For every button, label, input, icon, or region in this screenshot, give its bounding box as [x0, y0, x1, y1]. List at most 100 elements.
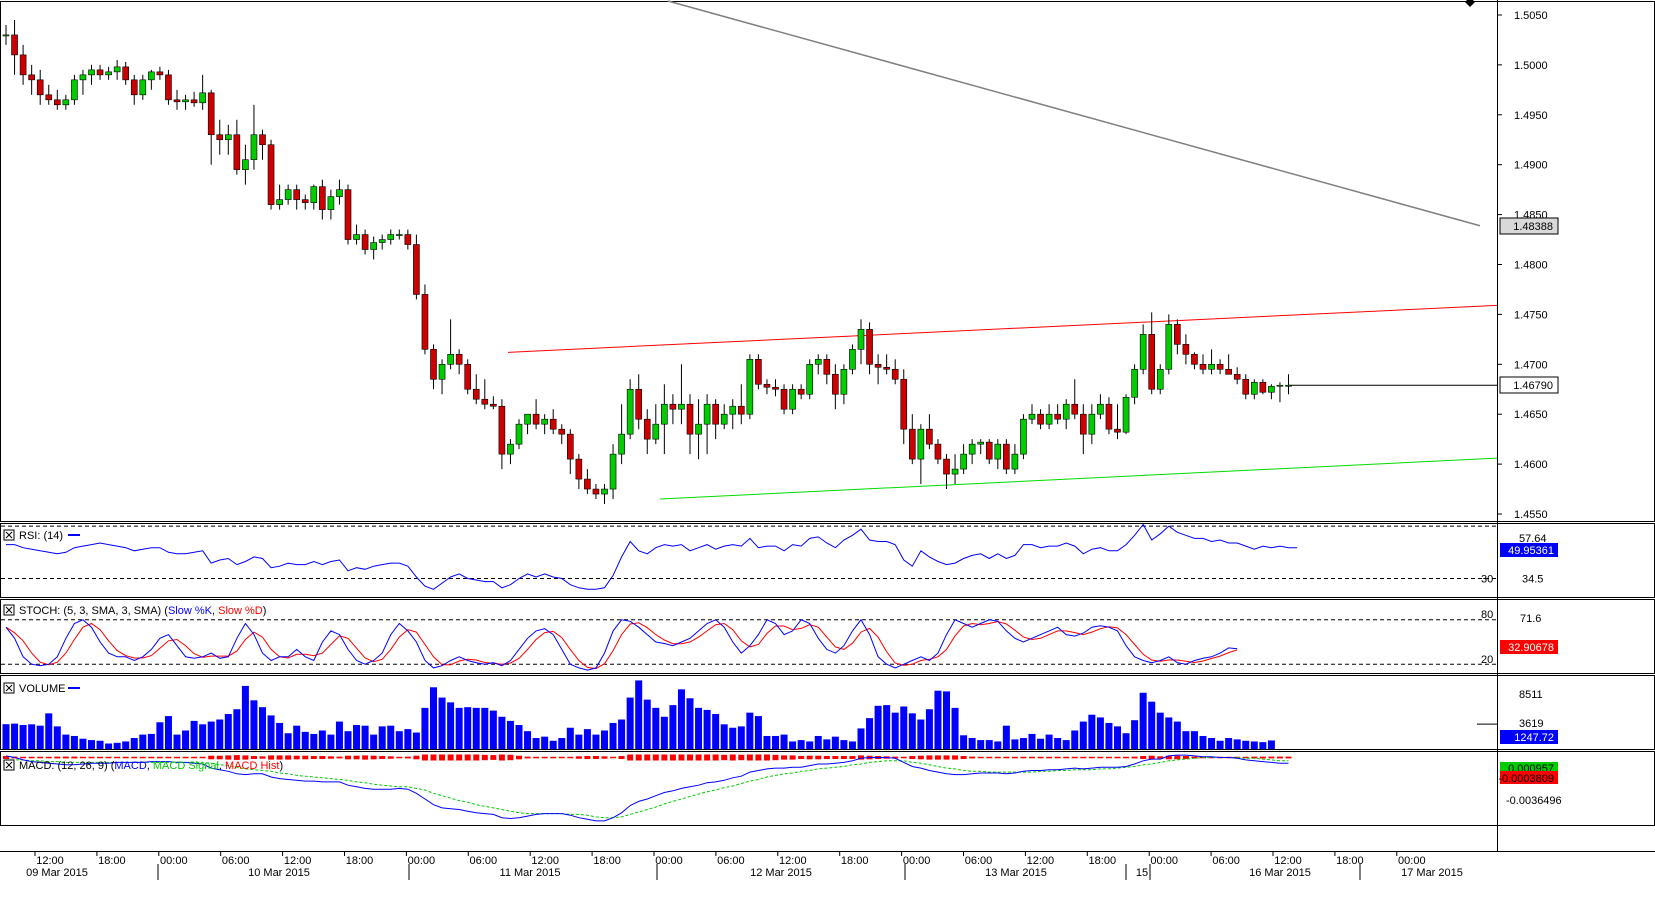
candle-body: [319, 186, 326, 210]
rsi-close-icon[interactable]: [3, 529, 15, 541]
volume-bar: [276, 722, 284, 749]
volume-bar: [1173, 721, 1181, 749]
candle-body: [541, 418, 548, 425]
volume-bar: [498, 716, 506, 749]
macd-value-text: -0.0003809: [1498, 773, 1554, 785]
candle-body: [2, 34, 10, 37]
volume-bar: [207, 721, 215, 749]
candle-body: [199, 92, 206, 104]
stoch-value-badge: 32.90678: [1500, 640, 1558, 654]
candle-body: [994, 443, 1002, 460]
macd-hist-bar: [969, 756, 976, 759]
macd-hist-bar: [516, 755, 522, 760]
volume-bar: [438, 697, 446, 749]
volume-bar: [2, 724, 10, 749]
volume-bar: [1225, 738, 1233, 749]
time-date-label: 13 Mar 2015: [985, 867, 1047, 879]
candle-body: [301, 199, 309, 203]
macd-hist-bar: [498, 754, 505, 761]
macd-hist-bar: [233, 755, 240, 760]
candle-body: [720, 413, 728, 425]
ma-value-text: 1.48388: [1513, 221, 1553, 233]
volume-bar: [831, 736, 839, 749]
macd-hist-bar: [652, 754, 659, 761]
candle-body: [695, 423, 702, 435]
macd-hist-bar: [892, 756, 899, 759]
volume-bar: [147, 733, 155, 749]
volume-bar: [156, 722, 164, 749]
macd-hist-bar: [721, 754, 728, 761]
volume-bar: [28, 724, 36, 749]
volume-bar: [105, 743, 113, 749]
volume-bar: [412, 732, 420, 749]
stoch-slow-d-line: [5, 620, 1238, 670]
macd-hist-bar: [191, 756, 198, 759]
rsi-legend: RSI: (14): [3, 529, 80, 542]
volume-bar: [1165, 717, 1173, 749]
candle-body: [1259, 381, 1267, 393]
time-hour-label: 18:00: [346, 855, 374, 867]
macd-hist-bar: [926, 755, 933, 760]
volume-bar: [455, 707, 463, 749]
candle-body: [378, 239, 386, 243]
time-hour-label: 00:00: [903, 855, 931, 867]
macd-hist-bar: [789, 755, 796, 760]
candle-body: [1122, 396, 1130, 433]
macd-hist-bar: [558, 756, 565, 759]
volume-bar: [601, 730, 608, 749]
volume-bar: [284, 733, 292, 749]
macd-hist-bar: [156, 756, 163, 759]
price-tick-label: 1.4950: [1514, 110, 1548, 122]
macd-close-icon[interactable]: [3, 759, 15, 771]
macd-hist-bar: [54, 756, 61, 759]
stoch-close-icon[interactable]: [3, 604, 15, 616]
candle-body: [1233, 373, 1241, 380]
stoch-tick-label: 71.6: [1520, 613, 1541, 625]
scroll-marker-icon: [1465, 0, 1475, 7]
time-hour-label: 06:00: [965, 855, 993, 867]
volume-bar: [754, 716, 762, 749]
macd-hist-bar: [627, 754, 634, 761]
time-date-label: 10 Mar 2015: [248, 867, 310, 879]
macd-hist-bar: [806, 755, 813, 760]
macd-hist-bar: [1285, 756, 1292, 759]
candle-body: [404, 234, 412, 245]
macd-hist-bar: [618, 756, 625, 760]
macd-hist-bar: [225, 755, 232, 760]
macd-hist-bar: [1259, 756, 1266, 759]
macd-hist-bar: [635, 754, 642, 761]
macd-hist-bar: [1097, 756, 1104, 759]
stoch-d-label: Slow %D: [218, 605, 263, 617]
macd-hist-bar: [1080, 756, 1087, 759]
macd-hist-bar: [105, 756, 112, 759]
volume-bar: [472, 707, 480, 749]
candle-body: [259, 134, 266, 146]
candle-body: [549, 418, 557, 430]
volume-close-icon[interactable]: [3, 682, 15, 694]
volume-bar: [1114, 726, 1121, 749]
volume-bar: [737, 726, 745, 749]
macd-hist-bar: [934, 755, 941, 760]
volume-bar: [703, 709, 711, 749]
volume-bar: [695, 707, 703, 749]
macd-hist-bar: [1140, 756, 1147, 760]
macd-hist-bar: [404, 756, 411, 759]
candle-body: [532, 413, 540, 425]
macd-hist-bar: [610, 756, 617, 759]
candle-body: [1199, 364, 1207, 370]
macd-hist-bar: [1011, 756, 1018, 759]
volume-bar: [378, 726, 386, 749]
candle-body: [53, 99, 61, 106]
volume-bar: [558, 738, 566, 749]
volume-bar: [489, 710, 497, 749]
candle-body: [1037, 413, 1044, 425]
macd-hist-bar: [1054, 756, 1061, 759]
time-date-label: 12 Mar 2015: [750, 867, 812, 879]
macd-hist-bar: [327, 756, 334, 759]
macd-hist-bar: [242, 755, 249, 760]
candle-body: [669, 403, 677, 410]
volume-bar: [506, 720, 514, 749]
macd-hist-bar: [131, 756, 138, 759]
macd-hist-bar: [507, 754, 514, 761]
